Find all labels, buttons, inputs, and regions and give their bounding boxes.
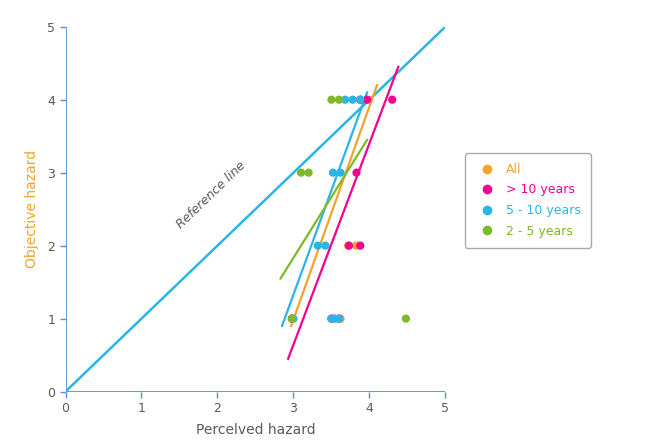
All bbox=[287, 315, 297, 322]
X-axis label: Percelved hazard: Percelved hazard bbox=[196, 423, 315, 437]
5 - 10 years bbox=[326, 315, 337, 322]
5 - 10 years bbox=[330, 315, 341, 322]
> 10 years bbox=[344, 242, 354, 249]
2 - 5 years bbox=[401, 315, 411, 322]
> 10 years bbox=[355, 242, 365, 249]
5 - 10 years bbox=[312, 242, 323, 249]
> 10 years bbox=[355, 96, 365, 103]
5 - 10 years bbox=[355, 96, 365, 103]
2 - 5 years bbox=[296, 169, 307, 176]
> 10 years bbox=[326, 315, 337, 322]
All bbox=[328, 315, 339, 322]
> 10 years bbox=[287, 315, 297, 322]
All bbox=[363, 96, 373, 103]
2 - 5 years bbox=[287, 315, 297, 322]
Legend: All, > 10 years, 5 - 10 years, 2 - 5 years: All, > 10 years, 5 - 10 years, 2 - 5 yea… bbox=[465, 153, 591, 247]
5 - 10 years bbox=[334, 315, 345, 322]
All bbox=[355, 96, 365, 103]
2 - 5 years bbox=[334, 96, 345, 103]
All bbox=[350, 242, 361, 249]
> 10 years bbox=[362, 96, 373, 103]
5 - 10 years bbox=[340, 96, 350, 103]
All bbox=[335, 315, 346, 322]
> 10 years bbox=[351, 169, 362, 176]
5 - 10 years bbox=[328, 169, 338, 176]
> 10 years bbox=[334, 315, 345, 322]
Y-axis label: Objective hazard: Objective hazard bbox=[25, 150, 39, 268]
All bbox=[343, 242, 354, 249]
2 - 5 years bbox=[303, 169, 314, 176]
5 - 10 years bbox=[320, 242, 331, 249]
> 10 years bbox=[387, 96, 398, 103]
5 - 10 years bbox=[347, 96, 358, 103]
Text: Reference line: Reference line bbox=[174, 159, 248, 231]
2 - 5 years bbox=[326, 96, 337, 103]
5 - 10 years bbox=[335, 169, 346, 176]
5 - 10 years bbox=[288, 315, 299, 322]
